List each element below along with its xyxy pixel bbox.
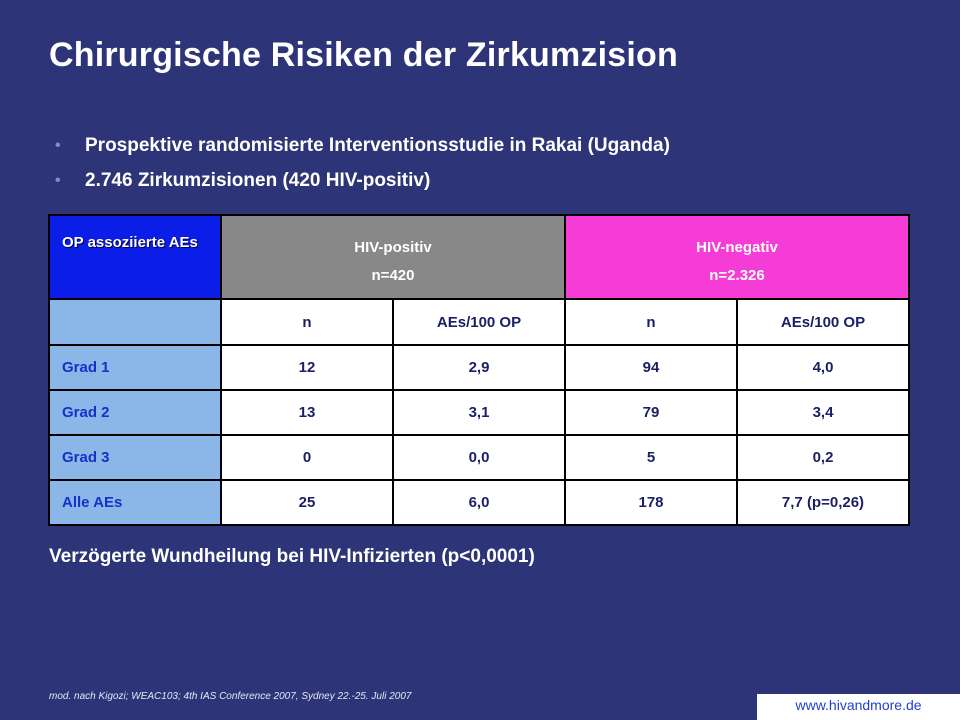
row-label: Grad 1 <box>48 344 222 391</box>
column-header: n <box>220 298 394 346</box>
table-cell: 0,2 <box>736 434 910 481</box>
hiv-negative-label: HIV-negativ <box>696 239 778 256</box>
table-subheader-row: n AEs/100 OP n AEs/100 OP <box>48 298 910 346</box>
table-cell: 3,4 <box>736 389 910 436</box>
table-cell: 13 <box>220 389 394 436</box>
table-cell: 4,0 <box>736 344 910 391</box>
column-header: AEs/100 OP <box>392 298 566 346</box>
hiv-positive-label: HIV-positiv <box>354 239 432 256</box>
bullet-item: • Prospektive randomisierte Intervention… <box>52 128 670 163</box>
slide-title: Chirurgische Risiken der Zirkumzision <box>49 36 678 74</box>
column-header: n <box>564 298 738 346</box>
conclusion-text: Verzögerte Wundheilung bei HIV-Infiziert… <box>49 546 535 567</box>
website-link[interactable]: www.hivandmore.de <box>757 694 960 720</box>
table-row: Grad 3 0 0,0 5 0,2 <box>48 434 910 481</box>
table-row: Grad 2 13 3,1 79 3,4 <box>48 389 910 436</box>
hiv-positive-header: HIV-positiv n=420 <box>220 214 566 300</box>
table-header-row: OP assoziierte AEs HIV-positiv n=420 HIV… <box>48 214 910 300</box>
table-cell: 5 <box>564 434 738 481</box>
bullet-item: • 2.746 Zirkumzisionen (420 HIV-positiv) <box>52 163 670 198</box>
table-cell: 94 <box>564 344 738 391</box>
adverse-events-table: OP assoziierte AEs HIV-positiv n=420 HIV… <box>48 214 910 526</box>
bullet-dot-icon: • <box>55 172 61 189</box>
table-row: Grad 1 12 2,9 94 4,0 <box>48 344 910 391</box>
table-cell: 178 <box>564 479 738 526</box>
table-row: Alle AEs 25 6,0 178 7,7 (p=0,26) <box>48 479 910 526</box>
row-label: Grad 2 <box>48 389 222 436</box>
table-cell: 2,9 <box>392 344 566 391</box>
table-cell: 3,1 <box>392 389 566 436</box>
table-cell: 6,0 <box>392 479 566 526</box>
table-cell: 7,7 (p=0,26) <box>736 479 910 526</box>
table-cell: 0 <box>220 434 394 481</box>
table-cell: 79 <box>564 389 738 436</box>
hiv-negative-header: HIV-negativ n=2.326 <box>564 214 910 300</box>
row-label: Grad 3 <box>48 434 222 481</box>
hiv-negative-count: n=2.326 <box>709 267 765 284</box>
table-cell: 12 <box>220 344 394 391</box>
source-footnote: mod. nach Kigozi; WEAC103; 4th IAS Confe… <box>49 691 412 702</box>
column-header: AEs/100 OP <box>736 298 910 346</box>
table-cell: 25 <box>220 479 394 526</box>
table-cell: 0,0 <box>392 434 566 481</box>
bullet-dot-icon: • <box>55 137 61 154</box>
bullet-text: 2.746 Zirkumzisionen (420 HIV-positiv) <box>85 170 431 191</box>
row-label: Alle AEs <box>48 479 222 526</box>
bullet-list: • Prospektive randomisierte Intervention… <box>52 128 670 198</box>
hiv-positive-count: n=420 <box>371 267 415 284</box>
empty-cell <box>48 298 222 346</box>
bullet-text: Prospektive randomisierte Interventionss… <box>85 135 670 156</box>
op-associated-header: OP assoziierte AEs <box>48 214 222 300</box>
